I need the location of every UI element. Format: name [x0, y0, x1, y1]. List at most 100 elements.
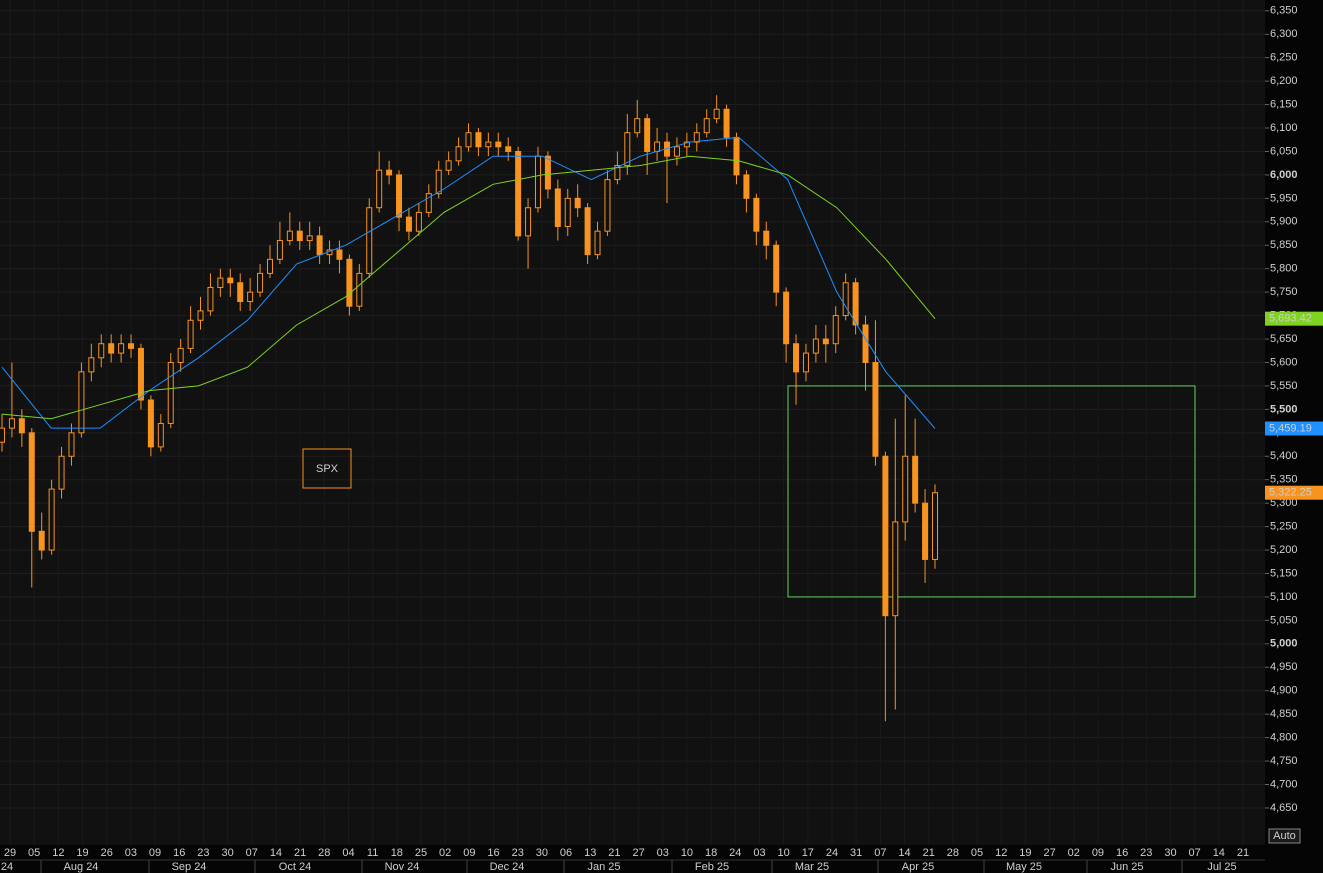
- candle-body: [177, 347, 184, 363]
- x-tick-label: 16: [1116, 847, 1128, 859]
- y-tick-label: 6,250: [1270, 52, 1298, 64]
- month-label: Mar 25: [795, 861, 829, 873]
- candle-body: [802, 352, 809, 373]
- candle-body: [594, 230, 601, 256]
- candle-body: [822, 338, 829, 345]
- x-tick-label: 31: [850, 847, 862, 859]
- candle-body: [723, 108, 730, 138]
- x-tick-label: 14: [898, 847, 910, 859]
- y-tick-label: 4,950: [1270, 661, 1298, 673]
- y-tick-label: 5,750: [1270, 286, 1298, 298]
- candle-body: [0, 427, 5, 443]
- candle-body: [38, 530, 45, 551]
- candle-body: [703, 118, 710, 134]
- auto-button-label[interactable]: Auto: [1273, 830, 1296, 842]
- candle-body: [922, 502, 929, 560]
- candle-body: [654, 141, 661, 152]
- x-tick-label: 09: [1092, 847, 1104, 859]
- month-label: Oct 24: [279, 861, 311, 873]
- candle-body: [396, 174, 403, 218]
- month-label: Aug 24: [64, 861, 99, 873]
- x-tick-label: 23: [512, 847, 524, 859]
- y-tick-label: 4,800: [1270, 732, 1298, 744]
- month-label: Jun 25: [1110, 861, 1143, 873]
- month-label: Jan 25: [587, 861, 620, 873]
- moving-average-line: [1, 155, 936, 420]
- y-tick-label: 5,500: [1270, 403, 1298, 415]
- x-tick-label: 23: [1140, 847, 1152, 859]
- x-tick-label: 25: [415, 847, 427, 859]
- x-tick-label: 16: [173, 847, 185, 859]
- x-tick-label: 03: [657, 847, 669, 859]
- y-tick-label: 4,700: [1270, 778, 1298, 790]
- y-tick-label: 4,650: [1270, 802, 1298, 814]
- auto-button[interactable]: [1268, 828, 1301, 844]
- x-tick-label: 10: [778, 847, 790, 859]
- x-tick-label: 07: [874, 847, 886, 859]
- y-tick-label: 5,350: [1270, 474, 1298, 486]
- candle-body: [465, 132, 472, 148]
- x-tick-label: 03: [753, 847, 765, 859]
- price-tag: [1265, 421, 1323, 436]
- x-tick-label: 21: [923, 847, 935, 859]
- x-tick-label: 30: [1164, 847, 1176, 859]
- x-tick-label: 29: [4, 847, 16, 859]
- month-label: Feb 25: [695, 861, 729, 873]
- x-tick-label: 21: [294, 847, 306, 859]
- y-tick-label: 5,950: [1270, 192, 1298, 204]
- candle-body: [257, 272, 264, 293]
- month-label: Nov 24: [385, 861, 420, 873]
- candle-body: [425, 193, 432, 213]
- x-tick-label: 17: [802, 847, 814, 859]
- y-tick-label: 5,400: [1270, 450, 1298, 462]
- y-tick-label: 5,150: [1270, 567, 1298, 579]
- x-tick-label: 12: [995, 847, 1007, 859]
- x-tick-label: 16: [487, 847, 499, 859]
- candle-body: [118, 343, 125, 354]
- x-tick-label: 28: [318, 847, 330, 859]
- x-tick-label: 21: [608, 847, 620, 859]
- candle-body: [197, 310, 204, 321]
- candle-body: [58, 455, 65, 490]
- candle-body: [475, 132, 482, 148]
- y-tick-label: 6,150: [1270, 98, 1298, 110]
- x-tick-label: 05: [28, 847, 40, 859]
- y-tick-label: 5,600: [1270, 356, 1298, 368]
- candle-body: [217, 277, 224, 288]
- candle-body: [604, 179, 611, 232]
- x-tick-label: 28: [947, 847, 959, 859]
- x-tick-label: 09: [463, 847, 475, 859]
- candle-body: [316, 235, 323, 256]
- x-tick-label: 03: [125, 847, 137, 859]
- candle-body: [415, 211, 422, 232]
- candle-body: [356, 272, 363, 307]
- price-tag-label: 5,322.25: [1269, 487, 1312, 499]
- candle-body: [306, 235, 313, 242]
- y-tick-label: 6,050: [1270, 145, 1298, 157]
- candle-body: [376, 169, 383, 209]
- candle-body: [296, 230, 303, 242]
- candle-body: [743, 174, 750, 199]
- x-tick-label: 14: [270, 847, 282, 859]
- y-tick-label: 5,850: [1270, 239, 1298, 251]
- x-tick-label: 30: [221, 847, 233, 859]
- candle-body: [644, 118, 651, 152]
- candle-body: [28, 432, 35, 532]
- x-tick-label: 02: [439, 847, 451, 859]
- x-tick-label: 27: [632, 847, 644, 859]
- chart-title: SPX: [316, 463, 339, 475]
- y-tick-label: 5,050: [1270, 614, 1298, 626]
- y-tick-label: 5,800: [1270, 263, 1298, 275]
- x-tick-label: 23: [197, 847, 209, 859]
- candle-body: [505, 146, 512, 152]
- candle-body: [286, 230, 293, 242]
- x-tick-label: 26: [101, 847, 113, 859]
- month-label: May 25: [1006, 861, 1042, 873]
- candle-body: [793, 343, 800, 373]
- axis-background: [1265, 0, 1323, 873]
- candle-body: [485, 141, 492, 148]
- candle-body: [187, 319, 194, 349]
- candle-body: [48, 488, 55, 551]
- candle-body: [842, 282, 849, 317]
